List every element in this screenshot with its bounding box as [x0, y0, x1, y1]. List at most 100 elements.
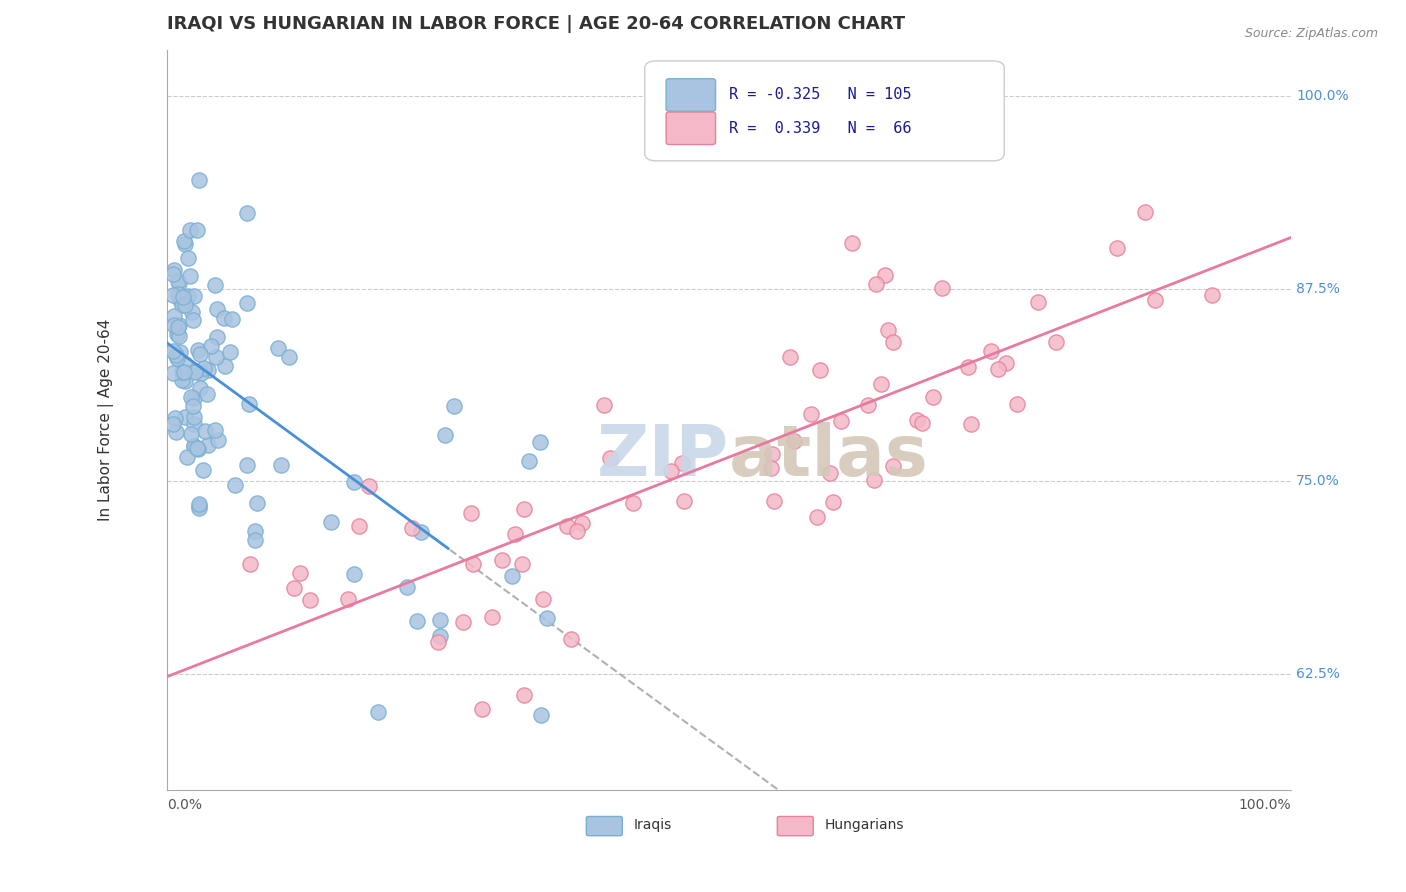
Point	[659, 464, 682, 478]
Point	[461, 558, 484, 572]
Point	[427, 634, 450, 648]
Point	[980, 344, 1002, 359]
Point	[621, 496, 644, 510]
Point	[536, 611, 558, 625]
Point	[236, 296, 259, 310]
Point	[174, 298, 197, 312]
Point	[238, 397, 260, 411]
Point	[245, 533, 267, 548]
Point	[180, 304, 202, 318]
Point	[207, 434, 229, 448]
Point	[762, 493, 785, 508]
Point	[1143, 293, 1166, 307]
Point	[205, 330, 228, 344]
Point	[779, 350, 801, 364]
Point	[882, 335, 904, 350]
Point	[471, 702, 494, 716]
Point	[830, 414, 852, 428]
Point	[183, 409, 205, 424]
Point	[183, 438, 205, 452]
Point	[555, 519, 578, 533]
Point	[367, 705, 389, 719]
Point	[181, 399, 204, 413]
Point	[342, 475, 364, 490]
Point	[865, 277, 887, 292]
Point	[283, 581, 305, 595]
Point	[166, 348, 188, 362]
Point	[288, 566, 311, 580]
Point	[214, 359, 236, 373]
Point	[183, 439, 205, 453]
Point	[172, 290, 194, 304]
Point	[443, 399, 465, 413]
Point	[905, 413, 928, 427]
Point	[163, 309, 186, 323]
Point	[212, 311, 235, 326]
Point	[761, 461, 783, 475]
Text: R = -0.325   N = 105: R = -0.325 N = 105	[730, 87, 911, 103]
Point	[191, 463, 214, 477]
Point	[167, 329, 190, 343]
Point	[167, 276, 190, 290]
Point	[224, 478, 246, 492]
Point	[994, 356, 1017, 370]
Point	[194, 424, 217, 438]
Point	[783, 434, 806, 448]
FancyBboxPatch shape	[778, 816, 813, 836]
FancyBboxPatch shape	[586, 816, 623, 836]
Point	[429, 628, 451, 642]
Point	[162, 288, 184, 302]
Point	[184, 365, 207, 379]
Point	[167, 274, 190, 288]
Point	[180, 427, 202, 442]
Point	[517, 454, 540, 468]
Point	[204, 423, 226, 437]
Point	[169, 293, 191, 308]
Point	[820, 466, 842, 480]
Point	[187, 500, 209, 514]
Point	[221, 312, 243, 326]
Point	[270, 458, 292, 473]
Point	[530, 707, 553, 722]
Point	[204, 278, 226, 293]
Point	[236, 205, 259, 219]
Point	[174, 358, 197, 372]
Point	[236, 458, 259, 472]
Point	[167, 318, 190, 332]
Point	[599, 450, 621, 465]
Point	[170, 298, 193, 312]
Text: In Labor Force | Age 20-64: In Labor Force | Age 20-64	[97, 318, 114, 521]
Point	[806, 510, 828, 524]
Point	[672, 493, 695, 508]
Text: ZIP: ZIP	[596, 422, 730, 491]
Point	[183, 391, 205, 405]
Point	[190, 366, 212, 380]
Point	[529, 434, 551, 449]
Point	[1105, 242, 1128, 256]
Point	[870, 376, 893, 391]
Point	[1026, 295, 1049, 310]
Point	[911, 416, 934, 430]
Point	[401, 521, 423, 535]
Point	[876, 323, 898, 337]
Text: R =  0.339   N =  66: R = 0.339 N = 66	[730, 120, 911, 136]
Point	[166, 319, 188, 334]
Point	[188, 497, 211, 511]
Point	[188, 500, 211, 515]
Point	[200, 339, 222, 353]
Text: Hungarians: Hungarians	[824, 818, 904, 832]
Point	[163, 318, 186, 332]
Point	[267, 341, 290, 355]
Point	[1045, 334, 1067, 349]
Text: Source: ZipAtlas.com: Source: ZipAtlas.com	[1244, 27, 1378, 40]
Point	[173, 234, 195, 248]
Point	[278, 351, 301, 365]
Point	[1201, 287, 1223, 301]
Point	[176, 450, 198, 465]
Point	[396, 580, 419, 594]
Point	[873, 268, 896, 282]
Point	[205, 302, 228, 317]
Point	[186, 223, 208, 237]
Text: IRAQI VS HUNGARIAN IN LABOR FORCE | AGE 20-64 CORRELATION CHART: IRAQI VS HUNGARIAN IN LABOR FORCE | AGE …	[167, 15, 905, 33]
Point	[503, 527, 526, 541]
